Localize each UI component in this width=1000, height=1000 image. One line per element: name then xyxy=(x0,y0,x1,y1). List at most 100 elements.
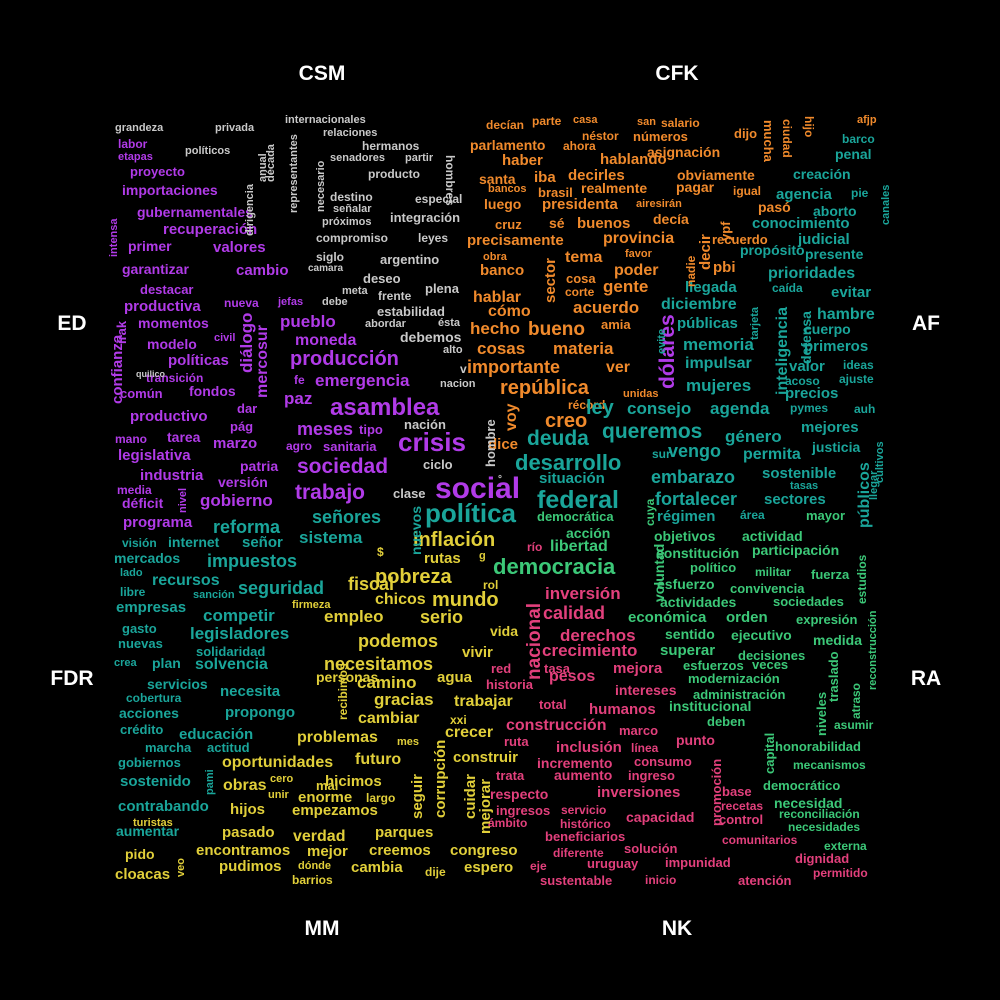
cloud-word: ideas xyxy=(843,358,874,372)
cloud-word: confianza xyxy=(109,334,126,404)
cloud-word: productiva xyxy=(124,298,201,315)
cloud-word: tipo xyxy=(359,422,383,437)
cloud-word: consumo xyxy=(634,754,692,769)
cloud-word: inversión xyxy=(545,584,621,603)
cloud-word: diciembre xyxy=(661,296,737,313)
cloud-word: decir xyxy=(697,234,714,270)
cloud-word: cosa xyxy=(566,271,596,286)
cloud-word: modelo xyxy=(147,336,197,352)
label-csm: CSM xyxy=(298,62,346,85)
cloud-word: frente xyxy=(378,289,412,303)
cloud-word: cuidar xyxy=(462,773,479,819)
cloud-word: pág xyxy=(230,419,254,434)
cloud-word: historia xyxy=(486,677,533,692)
cloud-word: paz xyxy=(284,389,313,408)
cloud-word: internet xyxy=(168,534,220,550)
cloud-word: señalar xyxy=(333,203,372,215)
cloud-word: convivencia xyxy=(730,581,805,596)
cloud-word: precios xyxy=(785,385,839,402)
cloud-word: sanción xyxy=(193,589,235,601)
cloud-word: reforma xyxy=(213,517,281,537)
cloud-word: verdad xyxy=(293,828,346,845)
cloud-word: garantizar xyxy=(122,261,189,277)
cloud-word: libertad xyxy=(550,538,608,555)
cloud-word: hablar xyxy=(473,289,522,306)
cloud-word: visión xyxy=(122,536,157,550)
cloud-word: punto xyxy=(676,732,715,748)
cloud-word: ver xyxy=(606,359,631,376)
cloud-word: uruguay xyxy=(587,856,639,871)
cloud-word: mecanismos xyxy=(793,758,866,772)
cloud-word: inclusión xyxy=(556,739,622,756)
cloud-word: serio xyxy=(420,607,464,627)
cloud-word: fiscal xyxy=(348,574,395,594)
cloud-word: récord xyxy=(568,398,606,412)
cloud-word: actitud xyxy=(207,740,250,755)
cloud-word: eje xyxy=(530,859,547,873)
cloud-word: capacidad xyxy=(626,809,695,825)
cloud-word: acciones xyxy=(119,705,179,721)
cloud-word: compromiso xyxy=(316,231,389,245)
cloud-word: pagar xyxy=(676,179,715,195)
cloud-word: gasto xyxy=(122,621,157,636)
cloud-word: pie xyxy=(851,186,869,200)
cloud-word: v xyxy=(460,362,467,376)
cloud-word: actividad xyxy=(742,528,803,544)
cloud-word: favor xyxy=(625,248,652,260)
cloud-word: néstor xyxy=(582,129,619,143)
cloud-word: pesos xyxy=(549,668,596,685)
cloud-word: cambia xyxy=(351,859,403,876)
cloud-word: importante xyxy=(467,357,561,377)
cloud-word: plan xyxy=(152,655,181,671)
cloud-word: sé xyxy=(549,215,565,231)
cloud-word: decía xyxy=(653,211,689,227)
cloud-word: primeros xyxy=(804,338,869,355)
cloud-word: económica xyxy=(628,609,707,626)
cloud-word: parlamento xyxy=(470,137,546,153)
cloud-word: tarea xyxy=(167,429,201,445)
cloud-word: sanitaria xyxy=(323,439,377,454)
cloud-word: seguridad xyxy=(238,578,325,598)
cloud-word: deben xyxy=(707,714,746,729)
cloud-word: comunitarios xyxy=(722,833,798,847)
cloud-word: ° xyxy=(498,474,502,485)
cloud-word: necesario xyxy=(315,160,327,212)
cloud-word: dar xyxy=(237,401,258,416)
cloud-word: proyecto xyxy=(130,164,185,179)
cloud-word: institucional xyxy=(669,698,752,714)
cloud-word: empresas xyxy=(116,599,187,616)
cloud-word: ruta xyxy=(504,734,529,749)
cloud-word: propósito xyxy=(740,242,805,258)
cloud-word: solvencia xyxy=(195,656,268,673)
cloud-word: señores xyxy=(312,507,382,527)
label-fdr: FDR xyxy=(50,667,94,690)
cloud-word: trata xyxy=(496,768,525,783)
cloud-word: diálogo xyxy=(237,312,256,373)
cloud-word: vengo xyxy=(668,441,722,461)
cloud-word: evitar xyxy=(831,284,872,301)
cloud-word: decirles xyxy=(568,167,625,184)
cloud-word: cultivos xyxy=(874,441,886,483)
cloud-word: vida xyxy=(490,623,519,639)
cloud-word: sustentable xyxy=(540,873,613,888)
cloud-word: quilico xyxy=(136,369,165,379)
cloud-word: chicos xyxy=(375,591,426,608)
cloud-word: ypf xyxy=(718,221,733,242)
cloud-word: derechos xyxy=(560,626,636,645)
cloud-word: hambre xyxy=(817,306,875,323)
cloud-word: banco xyxy=(480,262,525,279)
cloud-word: mes xyxy=(397,736,420,748)
cloud-word: ámbito xyxy=(488,816,528,830)
cloud-word: poder xyxy=(614,262,659,279)
cloud-word: permitido xyxy=(813,866,868,880)
cloud-word: salario xyxy=(661,116,700,130)
cloud-word: pudimos xyxy=(219,858,282,875)
cloud-word: provincia xyxy=(603,230,675,247)
cloud-word: versión xyxy=(218,474,268,490)
cloud-word: mejorar xyxy=(477,778,494,834)
cloud-word: fe xyxy=(294,373,305,387)
cloud-word: honorabilidad xyxy=(775,739,861,754)
cloud-word: presidenta xyxy=(542,196,618,213)
